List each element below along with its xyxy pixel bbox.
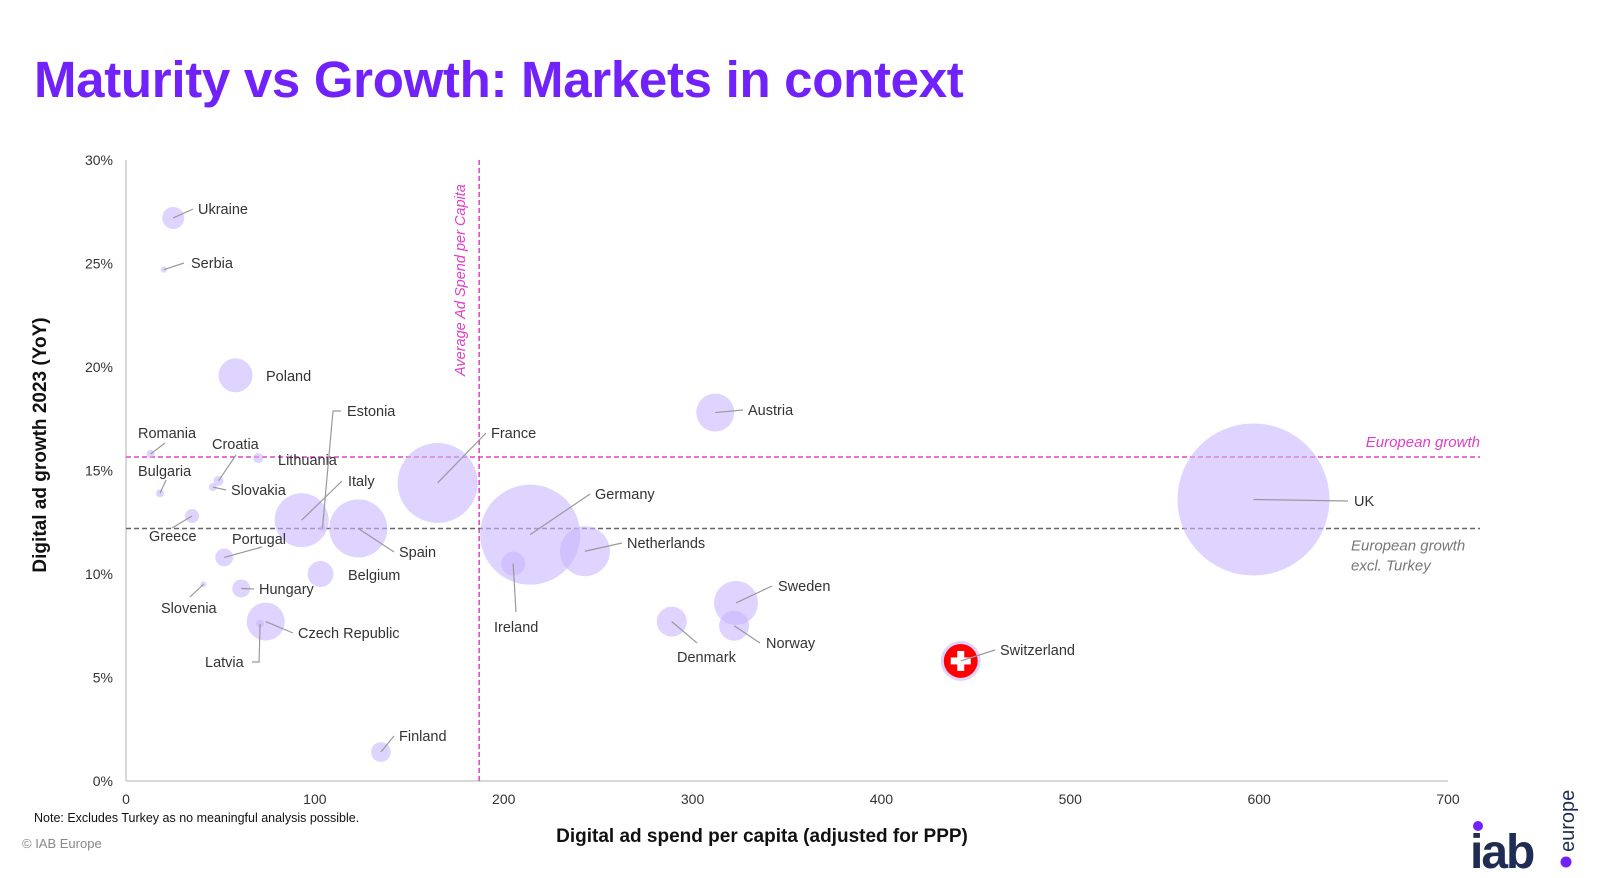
page-title: Maturity vs Growth: Markets in context [34,51,964,108]
logo-europe-text: europe [1557,790,1579,852]
leader-line-estonia [321,410,341,529]
label-austria: Austria [748,403,794,419]
label-finland: Finland [399,729,447,745]
bubble-estonia[interactable] [319,525,326,532]
x-tick-label: 200 [492,791,516,807]
label-estonia: Estonia [347,404,396,420]
bubble-croatia[interactable] [213,475,224,486]
bubble-poland[interactable] [218,358,253,393]
label-lithuania: Lithuania [278,453,338,469]
bubble-labels: Ukraine Serbia Poland Romania Bulgaria Croati… [138,202,1374,753]
logo-dot [1560,856,1572,868]
leader-line-switzerland [960,649,996,662]
copyright: © IAB Europe [22,836,102,851]
label-croatia: Croatia [212,437,260,453]
label-poland: Poland [266,369,311,385]
leader-line-denmark [671,621,698,644]
label-czech-republic: Czech Republic [298,626,400,642]
leader-line-slovenia [189,583,204,598]
label-greece: Greece [149,529,197,545]
leader-line-italy [301,480,343,521]
leader-line-france [437,432,487,484]
european-growth-excl-turkey-label: European growth [1351,537,1465,554]
leader-line-uk [1253,498,1349,502]
leader-line-germany [529,493,591,536]
y-tick-label: 5% [93,670,113,686]
label-romania: Romania [138,426,197,442]
leader-line-serbia [163,262,185,271]
y-axis-label: Digital ad growth 2023 (YoY) [30,317,51,572]
leader-line-romania [150,442,166,455]
label-spain: Spain [399,545,436,561]
y-tick-label: 30% [85,152,113,168]
leader-line-greece [171,515,193,529]
european-growth-excl-turkey-label: excl. Turkey [1351,557,1432,574]
label-denmark: Denmark [677,650,737,666]
logo-dot-top [1473,821,1483,831]
label-italy: Italy [348,474,375,490]
label-slovenia: Slovenia [161,601,218,617]
label-hungary: Hungary [259,582,315,598]
leader-line-ireland [512,563,517,613]
logo-iab-text: iab [1470,826,1534,878]
x-tick-label: 400 [870,791,894,807]
label-latvia: Latvia [205,655,245,671]
leader-line-slovakia [212,486,227,491]
label-portugal: Portugal [232,532,286,548]
label-france: France [491,426,536,442]
x-tick-label: 0 [122,791,130,807]
leader-line-portugal [224,546,263,559]
y-tick-label: 0% [93,773,113,789]
x-axis-label: Digital ad spend per capita (adjusted fo… [556,826,968,847]
label-norway: Norway [766,636,816,652]
label-netherlands: Netherlands [627,536,705,552]
leader-line-netherlands [584,542,623,552]
x-tick-label: 100 [303,791,327,807]
leader-line-ukraine [172,208,194,219]
y-tick-label: 25% [85,256,113,272]
leader-line-bulgaria [159,479,167,494]
footnote: Note: Excludes Turkey as no meaningful a… [34,811,360,825]
bubble-france[interactable] [397,442,478,523]
leader-line-croatia [218,454,237,482]
y-tick-label: 15% [85,463,113,479]
leader-line-latvia [252,623,261,663]
bubble-belgium[interactable] [307,561,334,587]
bubble-uk[interactable] [1177,423,1330,576]
european-growth-label: European growth [1366,434,1480,451]
bubbles [146,206,1330,762]
bubble-lithuania[interactable] [253,453,264,464]
leader-line-austria [715,409,744,414]
y-tick-label: 20% [85,359,113,375]
label-belgium: Belgium [348,568,400,584]
axes: 0 100 200 300 400 500 600 700 0% 5% 10% 15% 20% 25% 30… [85,152,1460,807]
leader-line-finland [380,735,395,753]
label-sweden: Sweden [778,579,830,595]
leader-line-hungary [241,587,255,590]
leader-line-norway [733,625,761,644]
leader-line-czech-republic [265,621,294,634]
label-serbia: Serbia [191,256,234,272]
average-spend-label: Average Ad Spend per Capita [453,184,469,377]
label-ukraine: Ukraine [198,202,248,218]
label-uk: UK [1354,494,1374,510]
label-ireland: Ireland [494,620,538,636]
leader-line-sweden [735,585,773,604]
iab-europe-logo: iab europe [1470,790,1579,878]
x-tick-label: 500 [1059,791,1083,807]
label-switzerland: Switzerland [1000,643,1075,659]
label-bulgaria: Bulgaria [138,464,192,480]
x-tick-label: 700 [1436,791,1460,807]
x-tick-label: 300 [681,791,705,807]
label-slovakia: Slovakia [231,483,287,499]
y-tick-label: 10% [85,566,113,582]
x-tick-label: 600 [1247,791,1271,807]
label-germany: Germany [595,487,655,503]
leader-line-spain [357,527,395,553]
